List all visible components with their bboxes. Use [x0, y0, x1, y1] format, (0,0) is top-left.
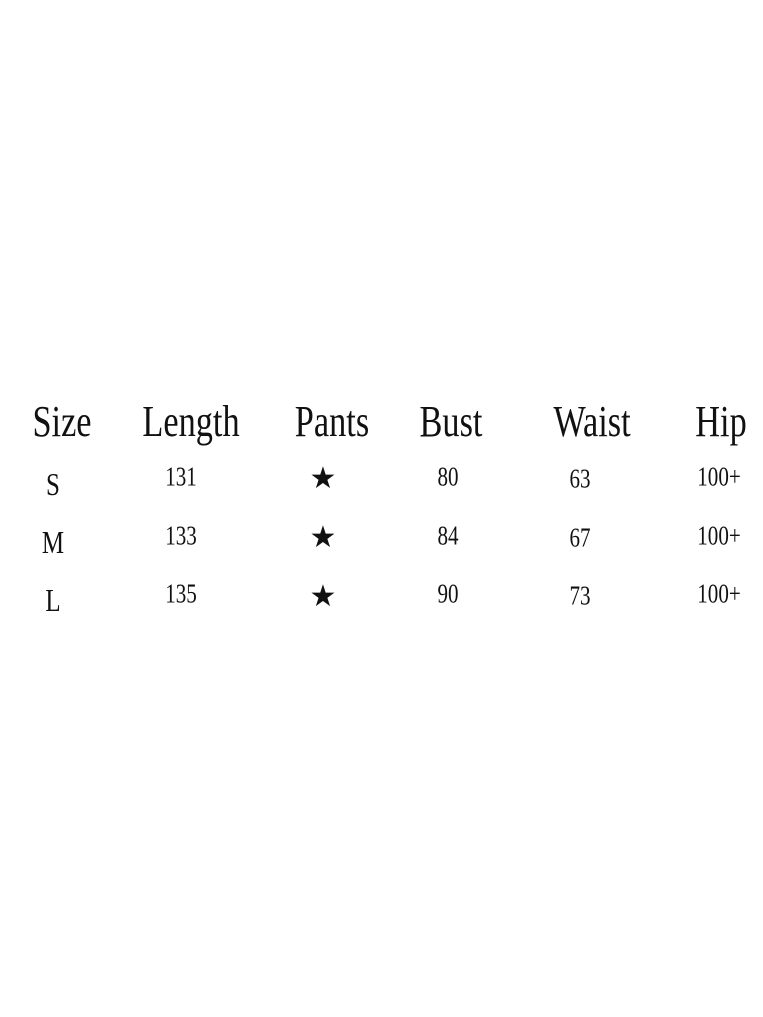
- cell-waist: 67: [569, 522, 591, 553]
- cell-size: M: [41, 524, 65, 560]
- cell-length: 135: [165, 578, 197, 609]
- cell-hip: 100+: [697, 578, 741, 609]
- cell-size: S: [46, 466, 60, 502]
- header-pants: Pants: [294, 397, 370, 446]
- star-icon: ★: [309, 580, 337, 613]
- cell-size: L: [45, 582, 61, 618]
- header-size: Size: [32, 397, 92, 446]
- cell-bust: 84: [437, 520, 459, 551]
- cell-length: 131: [165, 461, 197, 492]
- cell-bust: 80: [437, 461, 459, 492]
- header-hip: Hip: [695, 397, 747, 446]
- header-waist: Waist: [553, 397, 631, 446]
- header-length: Length: [142, 397, 240, 446]
- star-icon: ★: [309, 462, 337, 495]
- cell-hip: 100+: [697, 520, 741, 551]
- cell-hip: 100+: [697, 461, 741, 492]
- cell-bust: 90: [437, 578, 459, 609]
- cell-waist: 63: [569, 463, 591, 494]
- cell-waist: 73: [569, 580, 591, 611]
- cell-length: 133: [165, 520, 197, 551]
- star-icon: ★: [309, 521, 337, 554]
- header-bust: Bust: [419, 397, 483, 446]
